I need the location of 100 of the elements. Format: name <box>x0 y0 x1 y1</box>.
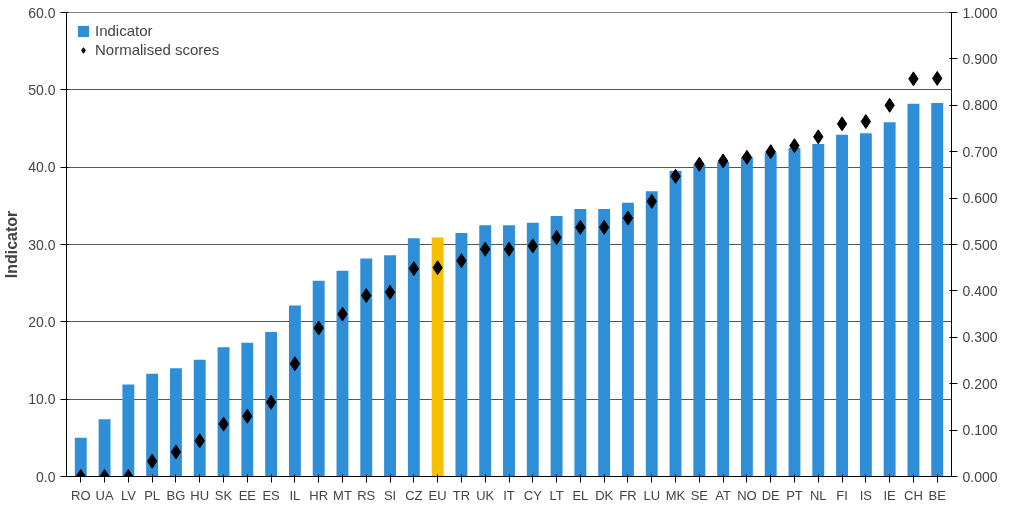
x-tick-label: LV <box>120 487 137 503</box>
bar <box>669 171 682 477</box>
bar <box>312 280 325 477</box>
x-tick-label: RS <box>357 487 376 503</box>
y2-tick-label: 0.500 <box>962 236 998 253</box>
bar <box>407 238 420 477</box>
bar <box>693 164 706 477</box>
y-axis-title: Indicator <box>3 210 21 279</box>
point <box>503 241 515 257</box>
x-tick-label: SK <box>214 487 233 503</box>
x-tick-label: CY <box>523 487 543 503</box>
y-tick-label: 30.0 <box>28 236 56 253</box>
x-tick-label: PL <box>144 487 161 503</box>
x-tick-label: EU <box>428 487 447 503</box>
y2-tick-label: 0.300 <box>962 329 998 346</box>
bar <box>455 232 468 477</box>
x-tick-label: IL <box>289 487 301 503</box>
y-tick-label: 20.0 <box>28 313 56 330</box>
x-tick-label: EE <box>238 487 257 503</box>
x-tick-label: MT <box>333 487 352 503</box>
bar <box>288 305 301 477</box>
bar <box>122 384 135 477</box>
y2-tick-label: 0.400 <box>962 282 998 299</box>
bar <box>907 103 920 477</box>
point <box>622 210 634 226</box>
bar <box>503 225 515 477</box>
point <box>289 356 301 372</box>
y2-tick-label: 0.100 <box>962 422 998 439</box>
bar <box>550 215 563 477</box>
bar <box>883 122 896 477</box>
point <box>836 116 848 132</box>
y-tick-label: 10.0 <box>28 391 56 408</box>
x-tick-label: SI <box>383 487 397 503</box>
x-tick-label: RO <box>71 487 91 503</box>
x-tick-label: AT <box>715 487 731 503</box>
x-tick-label: LU <box>643 487 661 503</box>
y2-tick-label: 0.800 <box>962 97 998 114</box>
y2-tick-label: 0.600 <box>962 190 998 207</box>
x-tick-label: FI <box>836 487 848 503</box>
bar <box>812 143 825 477</box>
bar <box>336 270 349 477</box>
bar <box>146 373 159 477</box>
bar <box>526 222 539 477</box>
bar <box>598 208 611 477</box>
bar <box>431 237 444 477</box>
y2-tick-label: 0.200 <box>962 375 998 392</box>
x-tick-label: SE <box>690 487 709 503</box>
bar <box>169 368 182 477</box>
x-tick-label: UK <box>476 487 495 503</box>
bar <box>479 225 492 477</box>
bar <box>836 134 849 477</box>
point <box>265 394 277 410</box>
x-tick-label: NO <box>737 487 757 503</box>
x-tick-label: NL <box>809 487 827 503</box>
bar <box>622 202 634 477</box>
x-tick-label: IE <box>883 487 897 503</box>
bar <box>217 347 230 477</box>
point <box>384 284 396 300</box>
bar <box>360 258 373 477</box>
x-tick-label: ES <box>262 487 281 503</box>
x-tick-label: BE <box>928 487 947 503</box>
y-tick-label: 40.0 <box>28 159 56 176</box>
legend-label: Indicator <box>95 22 153 39</box>
point <box>170 444 182 460</box>
bar <box>193 359 206 477</box>
x-tick-label: CZ <box>405 487 423 503</box>
x-tick-label: LT <box>549 487 564 503</box>
x-tick-label: UA <box>95 487 114 503</box>
bar <box>931 102 944 477</box>
bar <box>265 331 278 477</box>
y-tick-label: 0.0 <box>36 468 56 485</box>
x-tick-label: HR <box>309 487 329 503</box>
point <box>860 114 872 130</box>
x-tick-label: EL <box>572 487 589 503</box>
x-tick-label: CH <box>904 487 923 503</box>
bar <box>241 342 254 477</box>
point <box>741 149 753 165</box>
bar <box>764 152 777 477</box>
legend-label: Normalised scores <box>95 41 220 58</box>
bar <box>98 419 111 477</box>
bar <box>859 133 872 477</box>
y-tick-label: 60.0 <box>28 4 56 21</box>
x-tick-label: PT <box>786 487 803 503</box>
point <box>717 153 729 169</box>
point <box>598 219 610 235</box>
x-tick-label: DE <box>761 487 781 503</box>
bar <box>574 208 587 477</box>
x-tick-label: HU <box>190 487 210 503</box>
x-tick-label: IS <box>859 487 873 503</box>
bar <box>74 437 87 477</box>
y2-tick-label: 0.700 <box>962 143 998 160</box>
x-tick-label: DK <box>595 487 614 503</box>
x-tick-label: BG <box>166 487 186 503</box>
y2-tick-label: 1.000 <box>962 4 998 21</box>
bar <box>384 255 396 477</box>
x-tick-label: IT <box>503 487 515 503</box>
x-tick-label: MK <box>665 487 686 503</box>
point <box>146 453 158 469</box>
x-tick-label: TR <box>452 487 471 503</box>
x-tick-label: FR <box>619 487 637 503</box>
